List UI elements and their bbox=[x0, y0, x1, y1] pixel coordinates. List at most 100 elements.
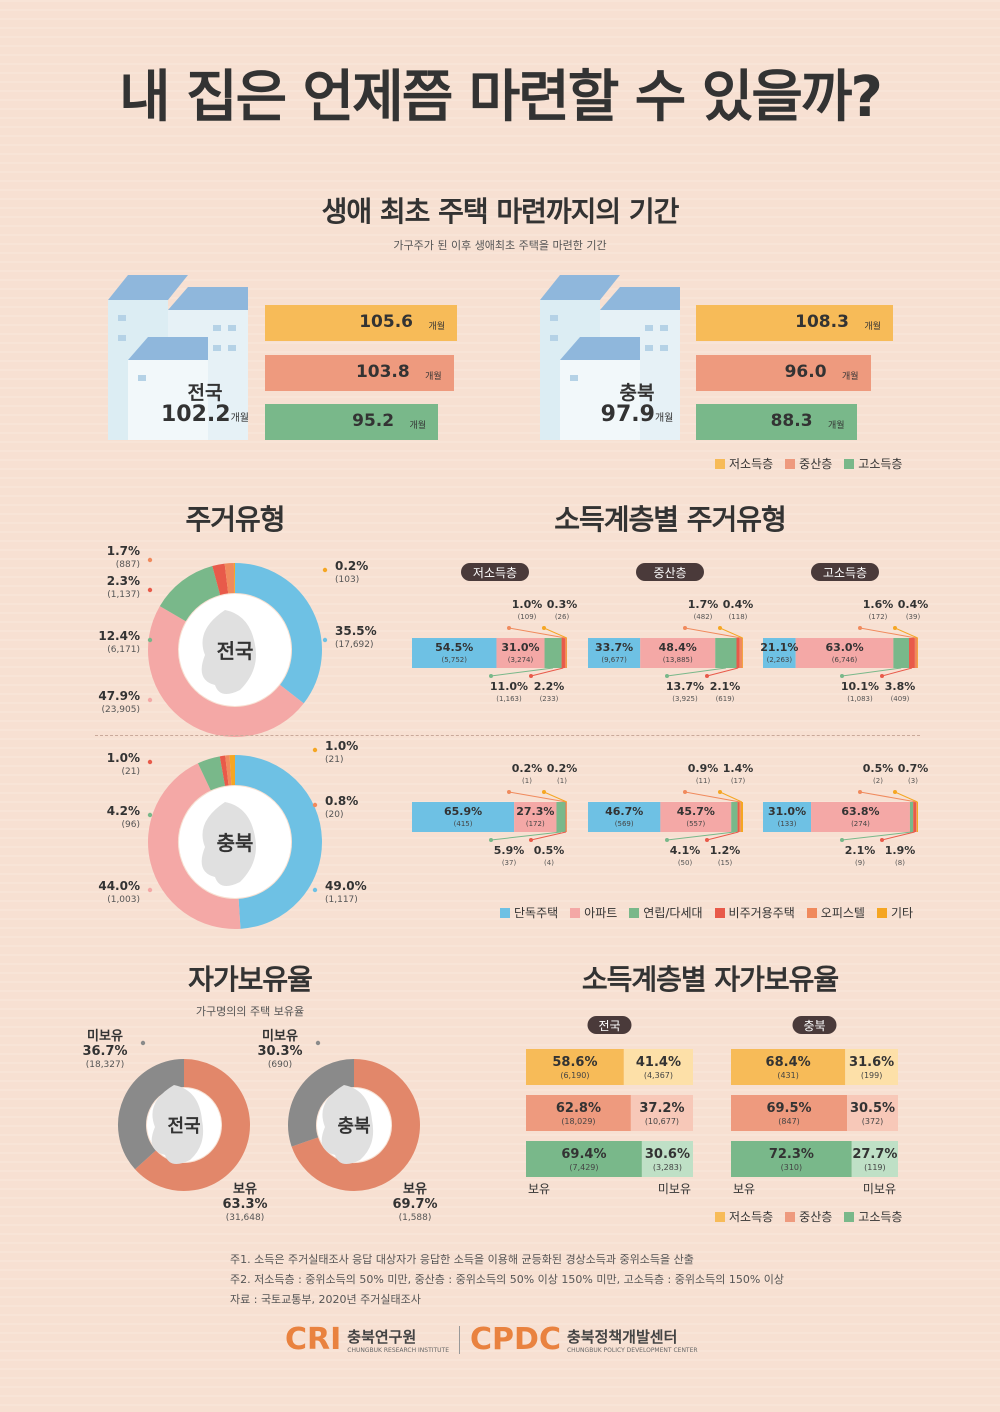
housing-income-national-seg-0-2 bbox=[544, 638, 562, 668]
housing-income-chungbuk-seg-2-0 bbox=[763, 802, 812, 832]
housing-income-chungbuk-out-line-1-4 bbox=[684, 791, 741, 803]
own-seg-0-1-0 bbox=[526, 1095, 631, 1131]
housing-income-national-out-line-2-4 bbox=[859, 627, 917, 639]
housing-income-national-out-count-0-2: (1,163) bbox=[496, 695, 522, 703]
housing-national-pct-5: 0.2% bbox=[335, 559, 368, 573]
own-count-0-1-1: (10,677) bbox=[645, 1117, 679, 1126]
own-national-own-dot bbox=[204, 1180, 210, 1186]
housing-income-national-out-line-1-5 bbox=[719, 627, 743, 639]
housing-income-national-in-pct-1-0: 33.7% bbox=[595, 641, 633, 654]
housing-income-chungbuk-out-line-1-2 bbox=[666, 831, 735, 841]
housing-income-chungbuk-out-count-1-5: (17) bbox=[731, 777, 746, 785]
housing-income-national-out-count-0-4: (109) bbox=[518, 613, 537, 621]
housing-income-chungbuk-out-line-0-4 bbox=[508, 791, 567, 803]
period-bar-unit: 개월 bbox=[409, 421, 427, 431]
housing-income-national-out-pct-1-5: 0.4% bbox=[723, 598, 754, 611]
housing-income-chungbuk-out-count-2-2: (9) bbox=[855, 859, 865, 867]
housing-income-national-seg-2-2 bbox=[893, 638, 910, 668]
own-chungbuk-own-count: (1,588) bbox=[399, 1213, 432, 1223]
footnotes: 주1. 소득은 주거실태조사 응답 대상자가 응답한 소득을 이용해 균등화된 … bbox=[230, 1250, 784, 1310]
housing-national-count-0: (17,692) bbox=[335, 640, 374, 650]
cpdc-logo: CPDC bbox=[470, 1322, 561, 1357]
period-bar-value: 96.0 bbox=[784, 362, 827, 382]
housing-income-chungbuk-out-line-2-4 bbox=[859, 791, 917, 803]
ownership-donuts: 전국보유63.3%(31,648)미보유36.7%(18,327)충북보유69.… bbox=[82, 1028, 437, 1223]
housing-income-national-seg-2-0 bbox=[763, 638, 796, 668]
housing-income-chungbuk-seg-2-5 bbox=[916, 802, 918, 832]
own-pct-1-0-0: 68.4% bbox=[766, 1055, 811, 1070]
own-national-own-pct: 63.3% bbox=[222, 1197, 267, 1212]
cpdc-name: 충북정책개발센터 bbox=[566, 1327, 678, 1346]
own-national-label: 전국 bbox=[167, 1116, 200, 1137]
own-count-1-2-0: (310) bbox=[781, 1163, 803, 1172]
housing-income-national-in-count-2-0: (2,263) bbox=[767, 656, 793, 664]
housing-chungbuk-dot-4 bbox=[312, 802, 318, 808]
legend-item-nonres: 비주거용주택 bbox=[714, 904, 795, 921]
housing-income-chungbuk-out-pct-1-3: 1.2% bbox=[710, 844, 741, 857]
housing-income-chungbuk-out-line-1-3 bbox=[706, 831, 739, 841]
housing-income-national-out-pct-2-5: 0.4% bbox=[898, 598, 929, 611]
housing-chungbuk-count-5: (21) bbox=[325, 755, 343, 765]
housing-income-chungbuk-seg-1-3 bbox=[737, 802, 740, 832]
own-chungbuk-noown-dot bbox=[315, 1040, 321, 1046]
own-count-0-0-1: (4,367) bbox=[644, 1071, 673, 1080]
housing-income-national-out-line-0-4 bbox=[508, 627, 566, 639]
legend-item-mid-2: 중산층 bbox=[785, 1208, 832, 1225]
housing-income-chungbuk-seg-0-3 bbox=[565, 802, 567, 832]
housing-income-national-seg-0-0 bbox=[412, 638, 497, 668]
housing-income-national-out-pct-0-5: 0.3% bbox=[547, 598, 578, 611]
own-count-1-2-1: (119) bbox=[864, 1163, 886, 1172]
housing-national-dot-3 bbox=[147, 587, 153, 593]
section-title-housing: 주거유형 bbox=[185, 503, 285, 536]
own-national-map-icon bbox=[151, 1085, 204, 1164]
housing-income-chungbuk-out-count-2-5: (3) bbox=[908, 777, 918, 785]
housing-income-chungbuk-seg-1-5 bbox=[740, 802, 743, 832]
page-title: 내 집은 언제쯤 마련할 수 있을까? bbox=[119, 65, 883, 130]
housing-income-chungbuk-out-line-0-3 bbox=[530, 831, 567, 841]
income-pill-label-1: 중산층 bbox=[653, 566, 686, 580]
housing-income-national-in-pct-0-0: 54.5% bbox=[435, 641, 473, 654]
housing-income-chungbuk-out-line-0-2 bbox=[490, 831, 562, 841]
own-count-0-2-1: (3,283) bbox=[653, 1163, 682, 1172]
housing-income-national-out-count-1-5: (118) bbox=[729, 613, 748, 621]
legend-item-apt: 아파트 bbox=[570, 904, 617, 921]
housing-national-dot-1 bbox=[147, 697, 153, 703]
legend-item-low: 저소득층 bbox=[715, 455, 773, 472]
housing-chungbuk-dot-0 bbox=[312, 887, 318, 893]
period-bar-0: 105.6 개월 bbox=[265, 305, 457, 341]
own-count-1-1-1: (372) bbox=[862, 1117, 884, 1126]
housing-income-stacked: 저소득층 중산층 고소득층 54.5% (5,752) 31.0% (3,274) 11.0%… bbox=[412, 563, 929, 867]
own-seg-1-1-1 bbox=[847, 1095, 898, 1131]
housing-income-national-seg-0-1 bbox=[496, 638, 545, 668]
own-pct-0-1-1: 37.2% bbox=[639, 1101, 684, 1116]
housing-chungbuk-slice-0 bbox=[234, 755, 322, 929]
own-count-0-1-0: (18,029) bbox=[561, 1117, 595, 1126]
housing-income-national-out-pct-1-3: 2.1% bbox=[710, 680, 741, 693]
footnote-2: 주2. 저소득층 : 중위소득의 50% 미만, 중산층 : 중위소득의 50%… bbox=[230, 1273, 785, 1286]
own-pill-label-0: 전국 bbox=[598, 1019, 620, 1033]
housing-income-chungbuk-seg-0-2 bbox=[556, 802, 566, 832]
housing-income-national-seg-1-0 bbox=[588, 638, 641, 668]
own-seg-0-2-0 bbox=[526, 1141, 642, 1177]
own-pill-1: 충북 bbox=[792, 1016, 837, 1034]
housing-income-chungbuk-seg-1-2 bbox=[731, 802, 738, 832]
housing-national-label: 전국 bbox=[217, 639, 254, 663]
housing-national-dot-2 bbox=[147, 637, 153, 643]
housing-chungbuk-slice-3 bbox=[219, 755, 229, 786]
housing-chungbuk-map-icon bbox=[201, 802, 256, 886]
housing-national-slice-2 bbox=[159, 566, 221, 622]
housing-income-chungbuk-out-count-0-3: (4) bbox=[544, 859, 554, 867]
housing-donuts: 전국 35.5% (17,692) 47.9% (23,905) 12.4% (6,171)… bbox=[98, 544, 377, 929]
housing-income-chungbuk-out-count-0-2: (37) bbox=[502, 859, 517, 867]
housing-income-national-seg-0-4 bbox=[564, 638, 567, 668]
housing-income-national-out-pct-1-2: 13.7% bbox=[666, 680, 704, 693]
housing-income-national-seg-2-3 bbox=[909, 638, 915, 668]
income-pill-label-2: 고소득층 bbox=[823, 566, 867, 580]
own-national-slice-1 bbox=[118, 1059, 185, 1170]
legend-item-high-2: 고소득층 bbox=[844, 1208, 902, 1225]
legend-item-row: 연립/다세대 bbox=[629, 904, 703, 921]
own-count-0-2-0: (7,429) bbox=[569, 1163, 598, 1172]
housing-national-pct-4: 1.7% bbox=[107, 544, 140, 558]
housing-income-chungbuk-out-pct-0-4: 0.2% bbox=[512, 762, 543, 775]
housing-income-national-in-count-0-1: (3,274) bbox=[508, 656, 534, 664]
